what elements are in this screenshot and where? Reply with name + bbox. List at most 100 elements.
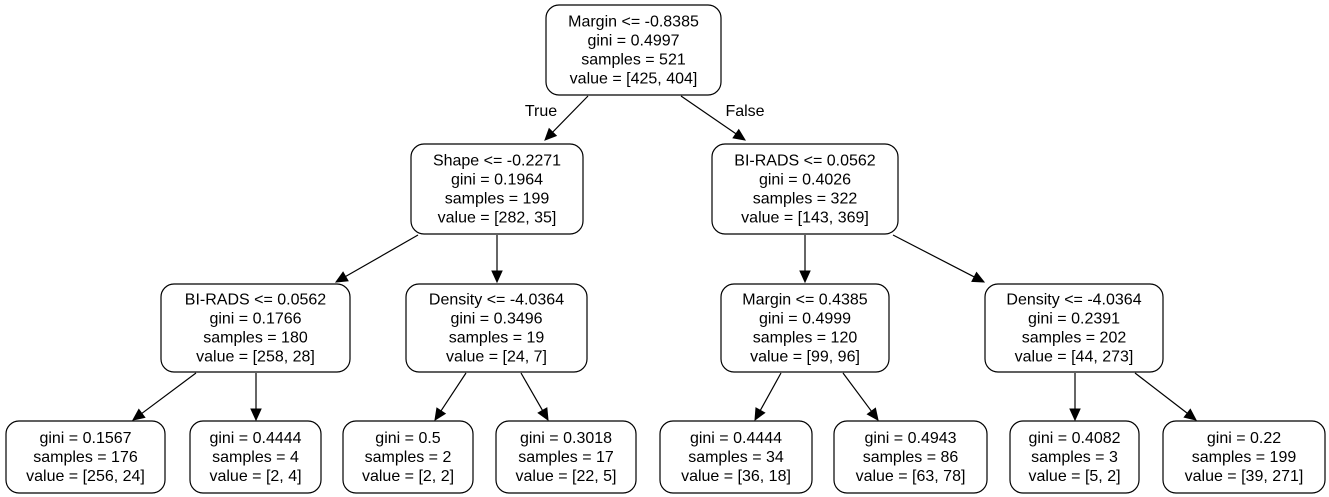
edge-arrowhead <box>250 408 262 422</box>
edge-n6-n13 <box>1069 373 1081 422</box>
edge-line <box>759 372 782 411</box>
node-text-line: samples = 19 <box>449 330 545 347</box>
node-text-line: gini = 0.4444 <box>690 430 782 447</box>
tree-node-n14: gini = 0.22 samples = 199 value = [39, 271… <box>1162 420 1326 494</box>
edge-line <box>440 372 467 412</box>
node-text-line: samples = 180 <box>203 330 308 347</box>
edge-line <box>892 234 975 278</box>
edge-line <box>345 234 419 278</box>
tree-node-n4: Density <= -4.0364 gini = 0.3496 samples =… <box>405 283 588 373</box>
edge-n5-n12 <box>842 372 879 421</box>
tree-node-n1: Shape <= -0.2271 gini = 0.1964 samples = 1… <box>410 143 584 235</box>
node-text-line: gini = 0.22 <box>1207 430 1281 447</box>
node-text-line: samples = 521 <box>581 52 686 69</box>
node-text-line: samples = 176 <box>33 449 138 466</box>
node-box <box>1009 420 1140 494</box>
node-text-line: samples = 202 <box>1022 330 1127 347</box>
edge-arrowhead <box>544 127 558 141</box>
node-text-line: samples = 4 <box>212 449 299 466</box>
node-text-line: value = [2, 2] <box>362 468 454 485</box>
edge-arrowhead <box>971 271 986 283</box>
edge-arrowhead <box>434 407 447 422</box>
edge-n0-n2: False <box>680 95 765 141</box>
node-text-line: gini = 0.3496 <box>450 311 542 328</box>
node-text-line: Density <= -4.0364 <box>429 292 564 309</box>
edge-line <box>141 372 197 414</box>
tree-node-n10: gini = 0.3018 samples = 17 value = [22, 5] <box>495 420 637 494</box>
node-box <box>659 420 813 494</box>
edge-line <box>520 372 544 411</box>
edge-arrowhead <box>732 128 746 141</box>
node-text-line: samples = 322 <box>753 191 858 208</box>
tree-node-n6: Density <= -4.0364 gini = 0.2391 samples =… <box>984 283 1164 373</box>
node-box <box>1162 420 1326 494</box>
edge-line <box>1134 372 1188 414</box>
tree-node-n5: Margin <= 0.4385 gini = 0.4999 samples = 1… <box>720 283 890 373</box>
node-text-line: value = [99, 96] <box>750 349 860 366</box>
edge-arrowhead <box>754 407 766 422</box>
node-box <box>160 283 351 373</box>
tree-node-n11: gini = 0.4444 samples = 34 value = [36, 18… <box>659 420 813 494</box>
tree-node-n2: BI-RADS <= 0.0562 gini = 0.4026 samples = … <box>711 143 899 235</box>
edge-n1-n3 <box>334 234 419 283</box>
node-text-line: gini = 0.5 <box>375 430 440 447</box>
edge-n3-n8 <box>250 373 262 422</box>
edge-n4-n10 <box>520 372 549 422</box>
node-text-line: BI-RADS <= 0.0562 <box>734 153 876 170</box>
node-box <box>410 143 584 235</box>
node-text-line: gini = 0.1567 <box>39 430 131 447</box>
edge-n2-n6 <box>892 234 986 283</box>
node-box <box>711 143 899 235</box>
node-text-line: gini = 0.4082 <box>1028 430 1120 447</box>
node-text-line: value = [425, 404] <box>570 71 698 88</box>
tree-node-n0: Margin <= -0.8385 gini = 0.4997 samples = … <box>545 4 722 96</box>
node-text-line: value = [44, 273] <box>1015 349 1134 366</box>
node-text-line: gini = 0.3018 <box>520 430 612 447</box>
node-text-line: samples = 17 <box>518 449 614 466</box>
node-text-line: gini = 0.4999 <box>759 311 851 328</box>
node-text-line: gini = 0.4997 <box>587 33 679 50</box>
node-text-line: gini = 0.1964 <box>451 172 543 189</box>
node-box <box>720 283 890 373</box>
tree-node-n12: gini = 0.4943 samples = 86 value = [63, 78… <box>833 420 988 494</box>
edge-line <box>680 95 737 135</box>
node-box <box>189 420 322 494</box>
node-text-line: Margin <= -0.8385 <box>568 14 699 31</box>
node-text-line: value = [63, 78] <box>856 468 966 485</box>
node-text-line: samples = 199 <box>445 191 550 208</box>
node-text-line: gini = 0.4444 <box>209 430 301 447</box>
node-text-line: samples = 120 <box>753 330 858 347</box>
edge-arrowhead <box>866 407 879 421</box>
tree-node-n9: gini = 0.5 samples = 2 value = [2, 2] <box>342 420 474 494</box>
node-text-line: samples = 34 <box>688 449 784 466</box>
node-text-line: value = [39, 271] <box>1185 468 1304 485</box>
edge-arrowhead <box>799 270 811 284</box>
node-box <box>495 420 637 494</box>
edge-label: True <box>525 103 557 120</box>
edge-arrowhead <box>1069 408 1081 422</box>
node-text-line: samples = 199 <box>1192 449 1297 466</box>
node-box <box>405 283 588 373</box>
edge-arrowhead <box>1183 408 1197 421</box>
node-box <box>833 420 988 494</box>
node-text-line: gini = 0.4026 <box>759 172 851 189</box>
node-box <box>342 420 474 494</box>
node-text-line: BI-RADS <= 0.0562 <box>185 292 327 309</box>
node-text-line: value = [258, 28] <box>196 349 315 366</box>
node-text-line: samples = 86 <box>863 449 959 466</box>
tree-node-n8: gini = 0.4444 samples = 4 value = [2, 4] <box>189 420 322 494</box>
node-text-line: value = [2, 4] <box>209 468 301 485</box>
node-text-line: value = [22, 5] <box>516 468 617 485</box>
node-text-line: gini = 0.1766 <box>209 311 301 328</box>
edge-n3-n7 <box>132 372 197 421</box>
node-text-line: value = [5, 2] <box>1028 468 1120 485</box>
node-text-line: value = [24, 7] <box>446 349 547 366</box>
node-text-line: Density <= -4.0364 <box>1006 292 1141 309</box>
edge-label: False <box>725 103 764 120</box>
edge-n4-n9 <box>434 372 467 422</box>
edge-n0-n1: True <box>525 95 589 141</box>
tree-node-n3: BI-RADS <= 0.0562 gini = 0.1766 samples = … <box>160 283 351 373</box>
tree-node-n13: gini = 0.4082 samples = 3 value = [5, 2] <box>1009 420 1140 494</box>
node-text-line: value = [256, 24] <box>26 468 145 485</box>
